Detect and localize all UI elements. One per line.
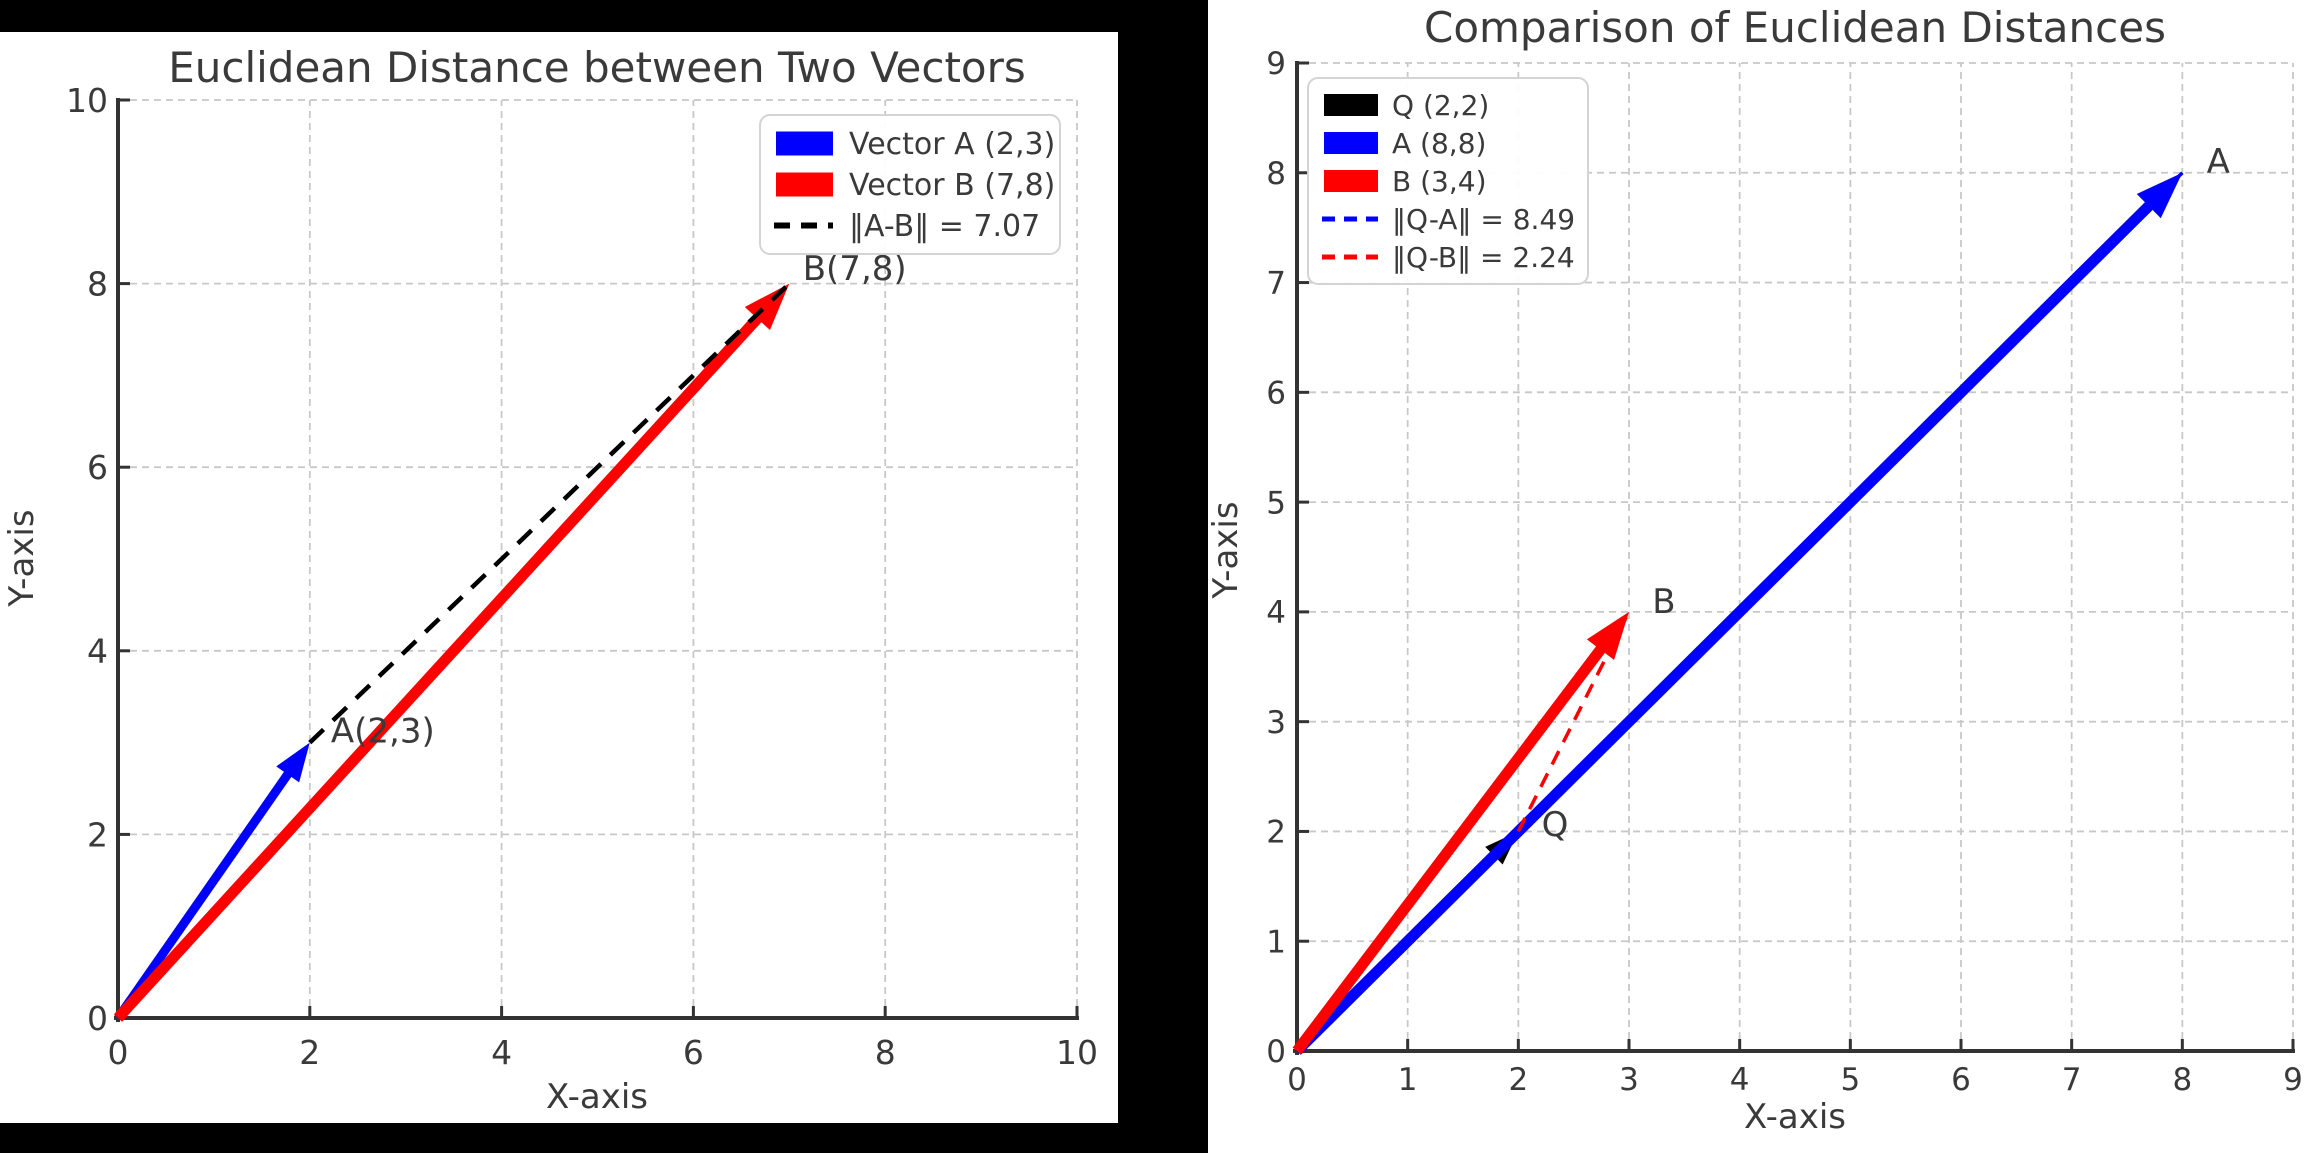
vector-A-shaft — [1293, 192, 2163, 1055]
legend: Vector A (2,3) Vector B (7,8) ‖A-B‖ = 7.07 — [759, 114, 1061, 255]
x-tick-label: 2 — [299, 1033, 320, 1072]
y-tick-label: 0 — [1266, 1034, 1286, 1070]
legend-swatch-patch — [776, 131, 833, 156]
x-tick-label: 6 — [683, 1033, 704, 1072]
legend-label: Vector A (2,3) — [849, 127, 1055, 162]
legend-swatch-patch — [1324, 170, 1378, 192]
x-axis-label: X-axis — [1744, 1097, 1846, 1137]
y-tick-label: 10 — [66, 81, 108, 120]
y-tick-label: 3 — [1266, 705, 1286, 741]
y-tick-label: 9 — [1266, 46, 1286, 82]
y-tick-label: 0 — [87, 999, 108, 1038]
legend-label: ‖Q-B‖ = 2.24 — [1392, 241, 1575, 274]
y-tick-label: 4 — [87, 632, 108, 671]
left-chart: 0 2 4 6 8 10 0 2 4 6 8 10 Euclidean Distance between… — [0, 32, 1118, 1123]
grid — [1297, 62, 2294, 1051]
legend-label: ‖A-B‖ = 7.07 — [849, 209, 1040, 244]
legend-box — [1307, 77, 1589, 285]
x-tick-label: 10 — [1056, 1033, 1098, 1072]
x-tick-label: 4 — [491, 1033, 512, 1072]
x-tick-label: 8 — [875, 1033, 896, 1072]
vector-B-arrow — [1292, 611, 1629, 1055]
legend-box — [759, 114, 1061, 255]
y-axis-label: Y-axis — [2, 509, 42, 607]
y-tick-label: 4 — [1266, 595, 1286, 631]
legend-swatch-patch — [1324, 94, 1378, 116]
chart-title: Comparison of Euclidean Distances — [1424, 3, 2166, 52]
y-tick-label: 5 — [1266, 485, 1286, 521]
x-axis-label: X-axis — [546, 1077, 648, 1117]
x-tick-label: 2 — [1508, 1062, 1528, 1098]
point-label-B: B(7,8) — [803, 249, 907, 289]
x-tick-label: 4 — [1730, 1062, 1750, 1098]
legend-label: B (3,4) — [1392, 165, 1487, 198]
distance-line-A-B — [308, 281, 791, 745]
right-chart: 0 1 2 3 4 5 6 7 8 9 0 1 2 3 4 5 6 7 8 9 Comparison of Euclid… — [1206, 0, 2321, 1153]
distance-line-Q-B — [1516, 611, 1631, 833]
x-tick-label: 0 — [1287, 1062, 1307, 1098]
y-tick-label: 6 — [87, 448, 108, 487]
point-label-Q: Q — [1542, 805, 1569, 845]
legend-label: Vector B (7,8) — [849, 168, 1055, 203]
x-tick-label: 6 — [1951, 1062, 1971, 1098]
legend-label: A (8,8) — [1392, 127, 1486, 160]
x-tick-label: 0 — [108, 1033, 129, 1072]
x-tick-label: 8 — [2172, 1062, 2192, 1098]
legend-swatch-patch — [1324, 132, 1378, 154]
point-labels: Q A B — [1542, 142, 2230, 845]
y-tick-label: 8 — [87, 264, 108, 303]
ticks: 0 2 4 6 8 10 0 2 4 6 8 10 — [66, 81, 1098, 1072]
vector-A-arrow — [114, 742, 310, 1021]
y-tick-label: 1 — [1266, 924, 1286, 960]
legend-label: Q (2,2) — [1392, 89, 1489, 122]
axes — [1293, 61, 2295, 1055]
y-tick-label: 8 — [1266, 156, 1286, 192]
y-tick-label: 7 — [1266, 266, 1286, 302]
y-tick-label: 6 — [1266, 375, 1286, 411]
y-tick-label: 2 — [1266, 815, 1286, 851]
y-axis-label: Y-axis — [1206, 501, 1246, 599]
point-labels: A(2,3) B(7,8) — [331, 249, 907, 752]
legend-swatch-patch — [776, 172, 833, 197]
distance-line-Q-A — [1517, 171, 2184, 833]
distance-lines — [308, 281, 791, 745]
x-tick-label: 5 — [1840, 1062, 1860, 1098]
distance-lines — [1516, 171, 2184, 833]
vector-B-shaft — [113, 304, 772, 1022]
y-tick-label: 2 — [87, 815, 108, 854]
vectors — [1292, 172, 2183, 1055]
legend: Q (2,2) A (8,8) B (3,4) ‖Q-A‖ = 8.49 ‖Q-B‖ =… — [1307, 77, 1589, 285]
x-tick-label: 7 — [2062, 1062, 2082, 1098]
point-label-A: A — [2207, 142, 2230, 182]
chart-title: Euclidean Distance between Two Vectors — [168, 43, 1026, 92]
vector-B-shaft — [1292, 634, 1614, 1055]
x-tick-label: 9 — [2283, 1062, 2303, 1098]
vector-B-arrowhead — [1586, 611, 1629, 660]
axes — [114, 98, 1079, 1022]
legend-label: ‖Q-A‖ = 8.49 — [1392, 203, 1575, 236]
point-label-B: B — [1652, 582, 1675, 622]
x-tick-label: 3 — [1619, 1062, 1639, 1098]
point-label-A: A(2,3) — [331, 712, 435, 752]
x-tick-label: 1 — [1398, 1062, 1418, 1098]
vector-A-arrowhead — [276, 742, 310, 783]
vector-A-shaft — [114, 762, 299, 1021]
